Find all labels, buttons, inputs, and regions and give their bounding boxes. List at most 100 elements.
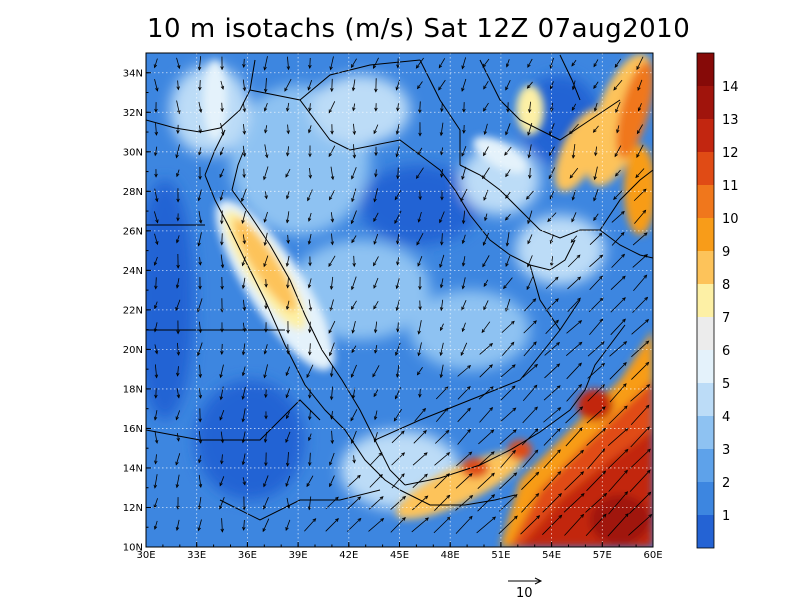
wind-vector	[352, 387, 356, 399]
wind-vector-head	[489, 343, 494, 347]
wind-vector	[198, 455, 202, 463]
wind-vector	[242, 277, 246, 289]
wind-vector	[593, 213, 599, 221]
wind-vector	[329, 190, 335, 200]
wind-vector-head	[328, 263, 332, 268]
wind-vector-head	[444, 407, 449, 412]
wind-vector	[221, 518, 223, 532]
wind-vector-head	[483, 152, 487, 157]
wind-vector-head	[285, 526, 289, 532]
wind-vector	[329, 452, 335, 466]
wind-vector-head	[623, 341, 628, 345]
wind-vector	[506, 59, 510, 67]
wind-vector	[153, 211, 159, 223]
wind-vector	[329, 342, 335, 356]
colorbar-label: 6	[722, 344, 730, 359]
wind-vector	[350, 409, 358, 421]
colorbar-swatch	[697, 185, 714, 218]
wind-vector-head	[557, 470, 562, 475]
wind-vector-head	[312, 518, 317, 522]
wind-vector	[631, 340, 649, 358]
wind-vector-head	[373, 240, 377, 245]
wind-vector-head	[241, 439, 246, 444]
wind-vector	[637, 79, 643, 91]
wind-vector-head	[481, 329, 486, 334]
wind-vector-head	[534, 428, 539, 433]
wind-vector-head	[374, 173, 378, 178]
wind-vector	[304, 518, 316, 532]
wind-vector	[549, 123, 555, 135]
wind-vector	[412, 452, 428, 466]
wind-vector-head	[350, 64, 355, 69]
wind-vector	[352, 79, 356, 91]
wind-vector	[397, 322, 399, 332]
wind-vector-head	[197, 66, 202, 71]
wind-vector	[242, 343, 246, 355]
wind-vector	[567, 276, 581, 290]
wind-vector-head	[511, 385, 516, 390]
wind-vector-head	[505, 131, 509, 136]
wind-vector-head	[644, 296, 649, 301]
wind-vector-head	[394, 219, 398, 224]
wind-vector-head	[527, 63, 531, 68]
wind-vector	[351, 276, 357, 290]
wind-vector-head	[580, 449, 585, 454]
wind-vector	[221, 454, 223, 464]
wind-vector-head	[335, 518, 339, 522]
wind-vector	[522, 364, 538, 378]
wind-vector-head	[416, 371, 421, 376]
wind-vector	[504, 146, 512, 156]
wind-vector-head	[505, 242, 510, 247]
wind-vector	[613, 190, 623, 200]
wind-vector-head	[599, 254, 604, 259]
wind-vector	[154, 301, 158, 309]
wind-vector-head	[286, 66, 291, 71]
wind-vector-head	[395, 373, 400, 378]
colorbar-swatch	[697, 251, 714, 284]
wind-vector	[286, 411, 290, 419]
wind-vector-head	[401, 473, 405, 478]
wind-vector	[391, 430, 405, 444]
wind-vector-head	[374, 152, 378, 157]
wind-vector	[462, 256, 466, 266]
wind-vector-head	[241, 284, 246, 290]
wind-vector-head	[533, 384, 538, 389]
lon-tick-label: 51E	[491, 550, 510, 561]
wind-vector	[154, 146, 158, 156]
wind-vector-head	[264, 462, 268, 467]
wind-vector-head	[468, 515, 473, 520]
wind-vector	[418, 320, 422, 334]
colorbar-label: 11	[722, 179, 739, 194]
wind-vector	[434, 473, 450, 489]
wind-vector	[551, 256, 553, 266]
wind-vector-head	[395, 285, 399, 290]
wind-vector-head	[220, 108, 224, 113]
wind-vector-head	[556, 427, 561, 432]
wind-vector-head	[352, 154, 357, 159]
wind-vector	[220, 123, 224, 135]
wind-vector-head	[394, 395, 399, 400]
wind-vector	[483, 102, 489, 112]
wind-vector	[505, 123, 511, 135]
wind-vector-head	[242, 481, 246, 486]
wind-vector	[608, 470, 628, 492]
wind-vector	[440, 323, 444, 331]
wind-vector	[594, 166, 598, 180]
wind-vector-head	[571, 154, 576, 159]
wind-vector	[416, 167, 424, 179]
wind-vector	[154, 344, 158, 354]
wind-vector-head	[285, 394, 289, 399]
map-title: 10 m isotachs (m/s) Sat 12Z 07aug2010	[147, 14, 691, 44]
wind-vector	[543, 471, 561, 491]
wind-vector	[501, 342, 515, 356]
wind-vector-head	[154, 131, 159, 136]
wind-vector	[544, 342, 560, 356]
wind-vector	[397, 167, 399, 179]
wind-vector-head	[461, 152, 465, 157]
wind-vector	[614, 58, 622, 68]
wind-vector-head	[646, 426, 650, 431]
wind-vector-head	[308, 64, 312, 69]
wind-vector-head	[527, 154, 531, 159]
wind-vector	[219, 410, 225, 420]
wind-vector-head	[505, 307, 509, 312]
